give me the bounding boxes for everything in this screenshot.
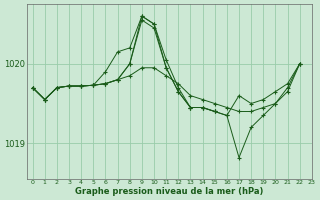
X-axis label: Graphe pression niveau de la mer (hPa): Graphe pression niveau de la mer (hPa) xyxy=(75,187,263,196)
